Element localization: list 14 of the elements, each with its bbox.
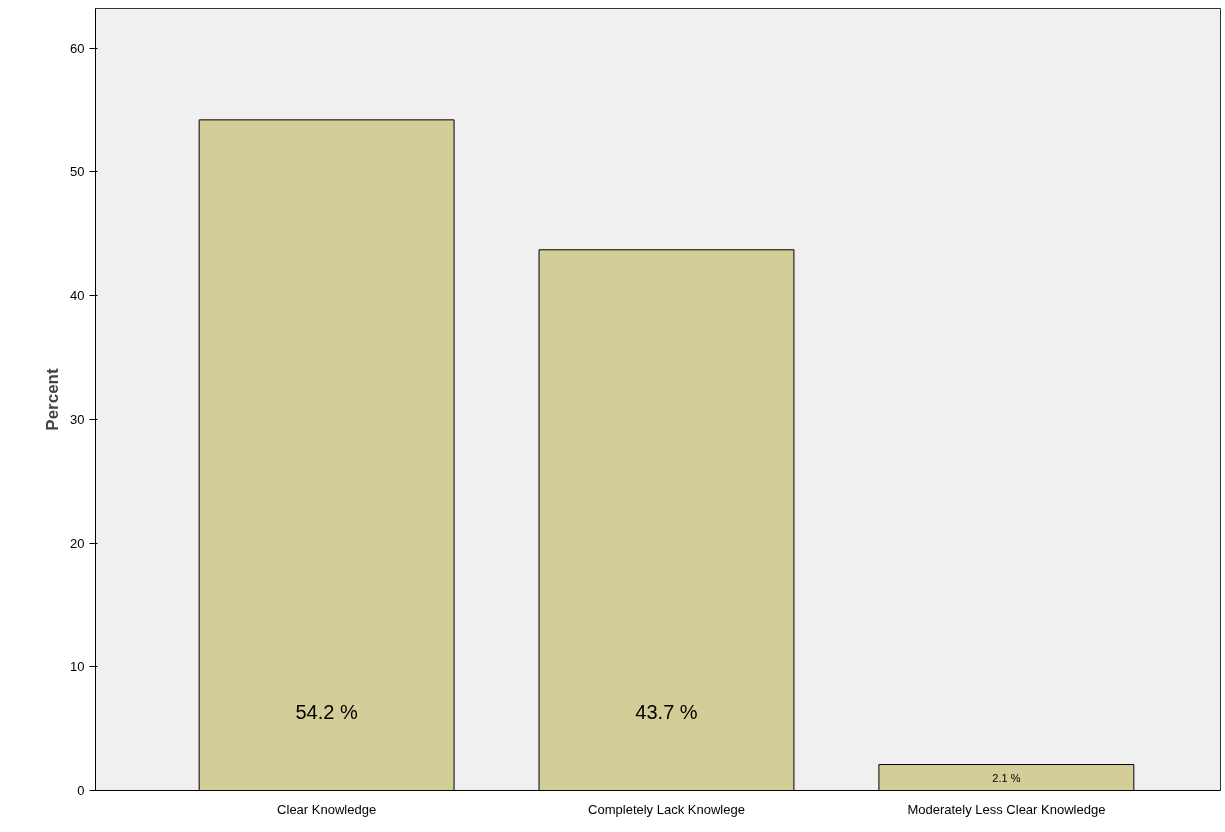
y-tick-label: 40 bbox=[70, 288, 85, 304]
data-label: 54.2 % bbox=[295, 701, 358, 724]
x-tick-label: Clear Knowledge bbox=[277, 801, 377, 817]
y-tick-label: 0 bbox=[77, 783, 85, 798]
y-axis-title: Percent bbox=[43, 367, 63, 431]
x-tick-label: Moderately Less Clear Knowledge bbox=[907, 801, 1106, 817]
y-tick-label: 20 bbox=[70, 535, 85, 551]
data-label: 43.7 % bbox=[635, 701, 698, 724]
y-tick-label: 50 bbox=[70, 164, 85, 180]
data-label: 2.1 % bbox=[992, 771, 1021, 784]
y-tick-label: 30 bbox=[70, 411, 85, 427]
y-tick-label: 60 bbox=[70, 40, 85, 56]
x-tick-label: Completely Lack Knowlege bbox=[588, 801, 745, 817]
y-tick-label: 10 bbox=[70, 659, 85, 675]
